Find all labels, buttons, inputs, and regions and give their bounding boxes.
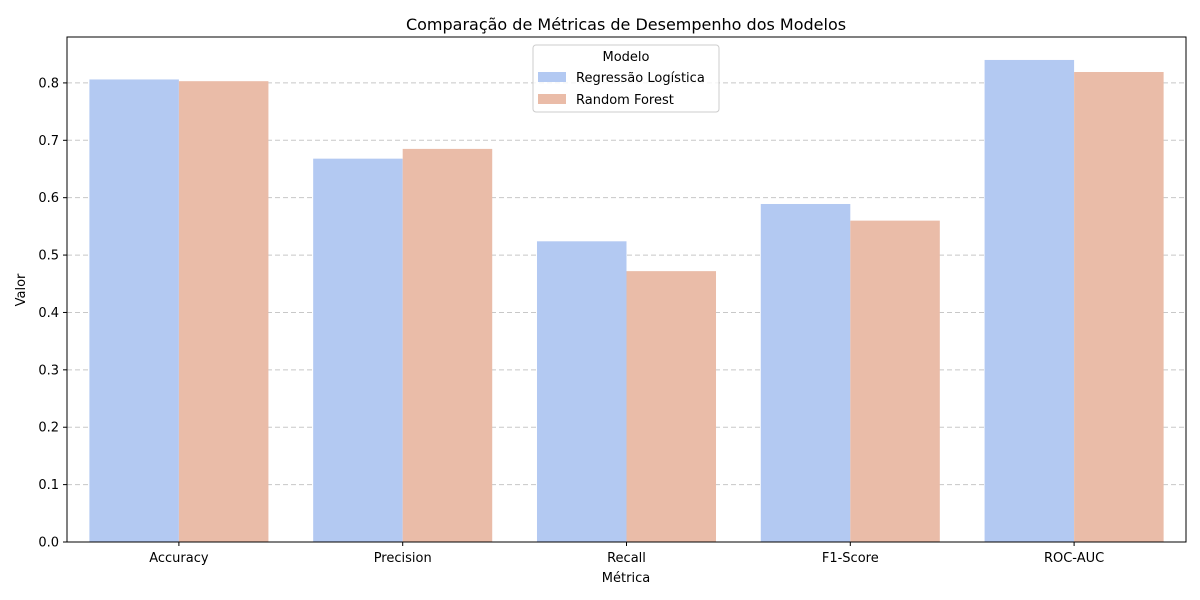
legend-title: Modelo (603, 50, 650, 65)
x-tick-label-accuracy: Accuracy (149, 551, 209, 566)
bar-random-forest-f1-score (850, 220, 940, 543)
y-tick-label: 0.2 (38, 421, 59, 436)
y-axis: 0.0 0.1 0.2 0.3 0.4 0.5 0.6 0.7 0.8 (38, 76, 67, 551)
y-tick-label: 0.8 (38, 76, 59, 91)
x-tick-label-roc-auc: ROC-AUC (1044, 551, 1104, 566)
bar-random-forest-roc-auc (1074, 72, 1164, 543)
legend-label-random-forest: Random Forest (576, 93, 674, 108)
bar-regressao-logistica-precision (313, 158, 403, 542)
y-tick-label: 0.5 (38, 249, 59, 264)
y-tick-label: 0.1 (38, 478, 59, 493)
bar-regressao-logistica-accuracy (89, 79, 179, 542)
x-tick-label-f1-score: F1-Score (822, 551, 879, 566)
x-axis: Accuracy Precision Recall F1-Score ROC-AUC (149, 542, 1104, 566)
y-tick-label: 0.0 (38, 536, 59, 551)
legend-swatch-random-forest (538, 94, 566, 104)
legend: Modelo Regressão Logística Random Forest (532, 44, 720, 113)
y-axis-label: Valor (14, 273, 29, 306)
x-tick-label-precision: Precision (374, 551, 432, 566)
y-tick-label: 0.6 (38, 191, 59, 206)
bar-regressao-logistica-f1-score (760, 203, 851, 542)
legend-label-regressao-logistica: Regressão Logística (576, 71, 705, 86)
bar-regressao-logistica-recall (536, 241, 627, 542)
x-tick-label-recall: Recall (607, 551, 646, 566)
bar-random-forest-recall (626, 271, 717, 542)
y-tick-label: 0.3 (38, 363, 59, 378)
bar-random-forest-precision (402, 148, 493, 542)
bar-regressao-logistica-roc-auc (984, 59, 1075, 543)
legend-swatch-regressao-logistica (538, 72, 566, 82)
legend-frame (532, 44, 720, 113)
y-tick-label: 0.4 (38, 306, 59, 321)
bars (89, 59, 1164, 543)
bar-random-forest-accuracy (178, 81, 269, 542)
y-tick-label: 0.7 (38, 134, 59, 149)
chart-title: Comparação de Métricas de Desempenho dos… (406, 15, 846, 34)
x-axis-label: Métrica (602, 571, 650, 586)
